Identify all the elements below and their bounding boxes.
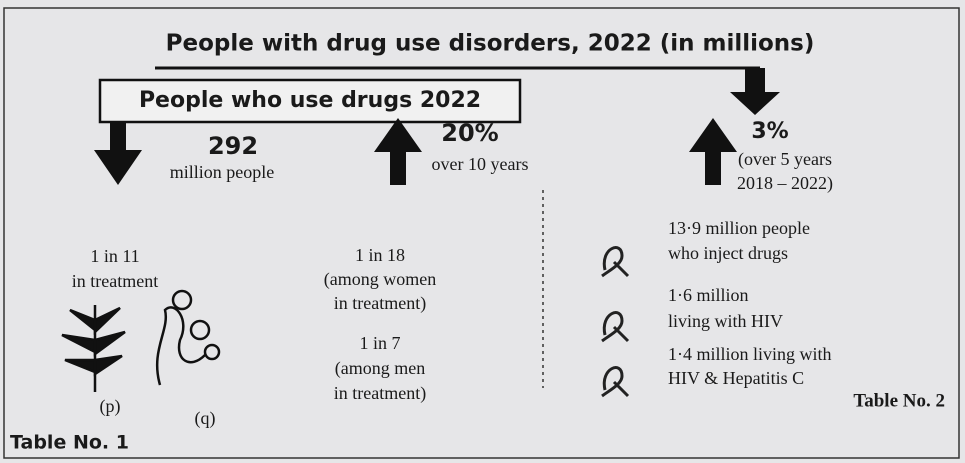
fact: who inject drugs	[668, 243, 788, 263]
fact: 1·4 million living with	[668, 344, 832, 364]
treatment-overall: in treatment	[72, 271, 158, 291]
table-label: Table No. 2	[853, 390, 945, 411]
treatment-women: 1 in 18	[355, 245, 405, 265]
disorders-period: 2018 – 2022)	[737, 173, 833, 194]
treatment-men: (among men	[335, 358, 425, 379]
fact: 13·9 million people	[668, 218, 810, 238]
treatment-women: (among women	[324, 269, 436, 290]
table-label: Table No. 1	[10, 432, 129, 454]
treatment-men: in treatment)	[334, 383, 426, 404]
main-title: People with drug use disorders, 2022 (in…	[166, 31, 815, 57]
disorders-growth: 3%	[751, 119, 788, 144]
figure-label: (p)	[100, 396, 121, 417]
figure-label: (q)	[195, 408, 216, 429]
users-growth: 20%	[441, 119, 498, 147]
infographic: People with drug use disorders, 2022 (in…	[0, 0, 965, 463]
disorders-period: (over 5 years	[738, 149, 832, 170]
fact: HIV & Hepatitis C	[668, 368, 804, 388]
users-unit: million people	[170, 162, 274, 182]
users-title: People who use drugs 2022	[139, 88, 481, 113]
fact: 1·6 million	[668, 285, 749, 305]
users-period: over 10 years	[432, 154, 529, 174]
fact: living with HIV	[668, 311, 783, 331]
treatment-women: in treatment)	[334, 293, 426, 314]
treatment-overall: 1 in 11	[90, 246, 139, 266]
users-count: 292	[208, 132, 258, 160]
treatment-men: 1 in 7	[359, 333, 400, 353]
